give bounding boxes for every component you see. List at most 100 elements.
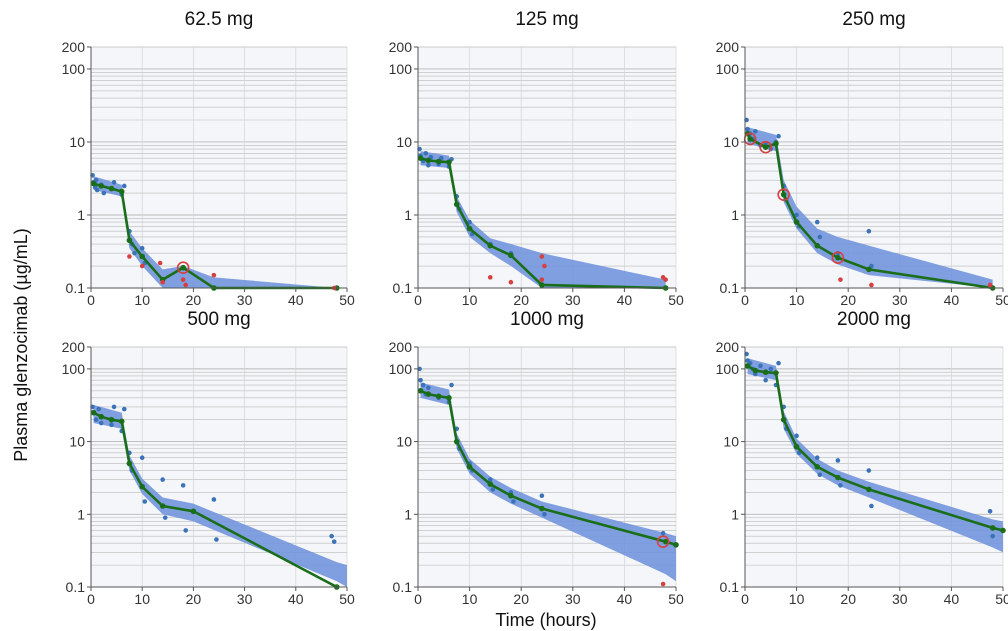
median-point <box>662 538 669 545</box>
panel-2000-mg: 0 10 20 30 40 50 0.1 1 10 100 200 2000 mg <box>716 309 1008 607</box>
observed-point <box>426 162 431 168</box>
y-tick-label: 100 <box>62 361 86 377</box>
outlier-markers <box>176 261 190 274</box>
x-tick-label: 50 <box>339 591 355 607</box>
observed-point <box>160 477 165 482</box>
observed-point <box>142 499 148 504</box>
bql-point <box>539 277 545 282</box>
observed-point <box>96 406 101 412</box>
x-tick-label: 50 <box>339 292 355 308</box>
observed-point <box>121 183 127 189</box>
outlier-circle <box>176 261 190 274</box>
median-point <box>453 201 460 208</box>
median-point <box>180 264 186 271</box>
prediction-band <box>747 358 1003 553</box>
bql-points <box>487 254 668 285</box>
observed-point <box>817 472 823 478</box>
outlier-circle <box>831 251 845 265</box>
observed-point <box>758 363 763 369</box>
median-point <box>118 188 125 195</box>
observed-point <box>101 190 107 196</box>
x-tick-label: 40 <box>944 292 960 308</box>
x-tick-label: 0 <box>414 292 422 308</box>
x-tick-label: 50 <box>995 292 1008 308</box>
panel-62-5-mg: 0 10 20 30 40 50 0.1 1 10 100 200 62.5 mg <box>62 9 355 308</box>
x-tick-label: 30 <box>565 292 581 308</box>
median-point <box>126 237 133 244</box>
median-point <box>487 242 494 249</box>
median-point <box>417 155 424 161</box>
median-point <box>466 464 473 470</box>
observed-point <box>329 533 334 539</box>
x-tick-label: 30 <box>237 591 253 607</box>
panel-title: 1000 mg <box>510 309 584 330</box>
median-points <box>90 409 340 590</box>
outlier-circle <box>759 140 772 154</box>
observed-point <box>180 483 186 488</box>
panel-title: 62.5 mg <box>185 9 254 30</box>
x-tick-label: 30 <box>892 292 908 308</box>
median-line <box>93 182 337 290</box>
observed-point <box>539 493 545 499</box>
median-point <box>989 525 996 531</box>
x-tick-label: 20 <box>186 591 202 607</box>
observed-point <box>214 537 219 542</box>
y-tick-label: 0.1 <box>720 579 740 595</box>
observed-point <box>111 180 117 185</box>
bql-point <box>508 279 514 285</box>
median-point <box>752 367 759 374</box>
median-point <box>744 363 751 369</box>
x-tick-label: 30 <box>565 591 581 607</box>
y-tick-label: 10 <box>69 434 85 450</box>
median-point <box>780 416 787 423</box>
y-tick-label: 10 <box>69 134 85 150</box>
median-point <box>1000 527 1006 534</box>
y-tick-label: 0.1 <box>393 280 413 296</box>
observed-point <box>418 377 423 383</box>
prediction-band <box>93 404 347 587</box>
observed-point <box>449 382 454 388</box>
y-tick-label: 10 <box>396 134 412 150</box>
median-point <box>435 393 442 400</box>
bql-point <box>487 275 493 280</box>
median-point <box>835 474 841 481</box>
y-tick-label: 200 <box>716 339 740 355</box>
y-axis-label: Plasma glenzocimab (µg/mL) <box>11 228 31 461</box>
x-axis-label: Time (hours) <box>495 610 596 630</box>
observed-point <box>109 422 114 428</box>
observed-point <box>490 487 496 492</box>
median-point <box>139 483 145 490</box>
median-point <box>425 157 432 164</box>
y-tick-label: 200 <box>62 39 86 55</box>
observed-point <box>768 366 774 372</box>
observed-point <box>487 477 493 482</box>
x-tick-label: 0 <box>87 591 95 607</box>
y-tick-label: 200 <box>62 339 86 355</box>
observed-point <box>869 503 874 509</box>
median-point <box>508 252 514 259</box>
prediction-band <box>747 127 993 288</box>
observed-point <box>183 528 189 533</box>
x-tick-label: 30 <box>892 591 908 607</box>
bql-point <box>660 581 666 587</box>
median-point <box>539 282 545 288</box>
bql-point <box>180 277 186 282</box>
observed-point <box>139 455 145 461</box>
bql-point <box>139 263 145 269</box>
panel-125-mg: 0 10 20 30 40 50 0.1 1 10 100 200 125 mg <box>389 9 684 308</box>
x-tick-label: 20 <box>186 292 202 308</box>
observed-point <box>162 515 168 520</box>
observed-point <box>423 150 429 156</box>
median-point <box>425 391 432 397</box>
median-point <box>139 253 145 260</box>
x-tick-label: 10 <box>789 591 805 607</box>
y-tick-label: 0.1 <box>66 579 86 595</box>
plot-area <box>91 47 347 288</box>
median-point <box>866 266 872 273</box>
observed-point <box>426 385 431 391</box>
median-point <box>90 409 97 416</box>
median-point <box>108 185 115 192</box>
panel-title: 2000 mg <box>837 309 911 330</box>
x-tick-label: 20 <box>513 591 529 607</box>
